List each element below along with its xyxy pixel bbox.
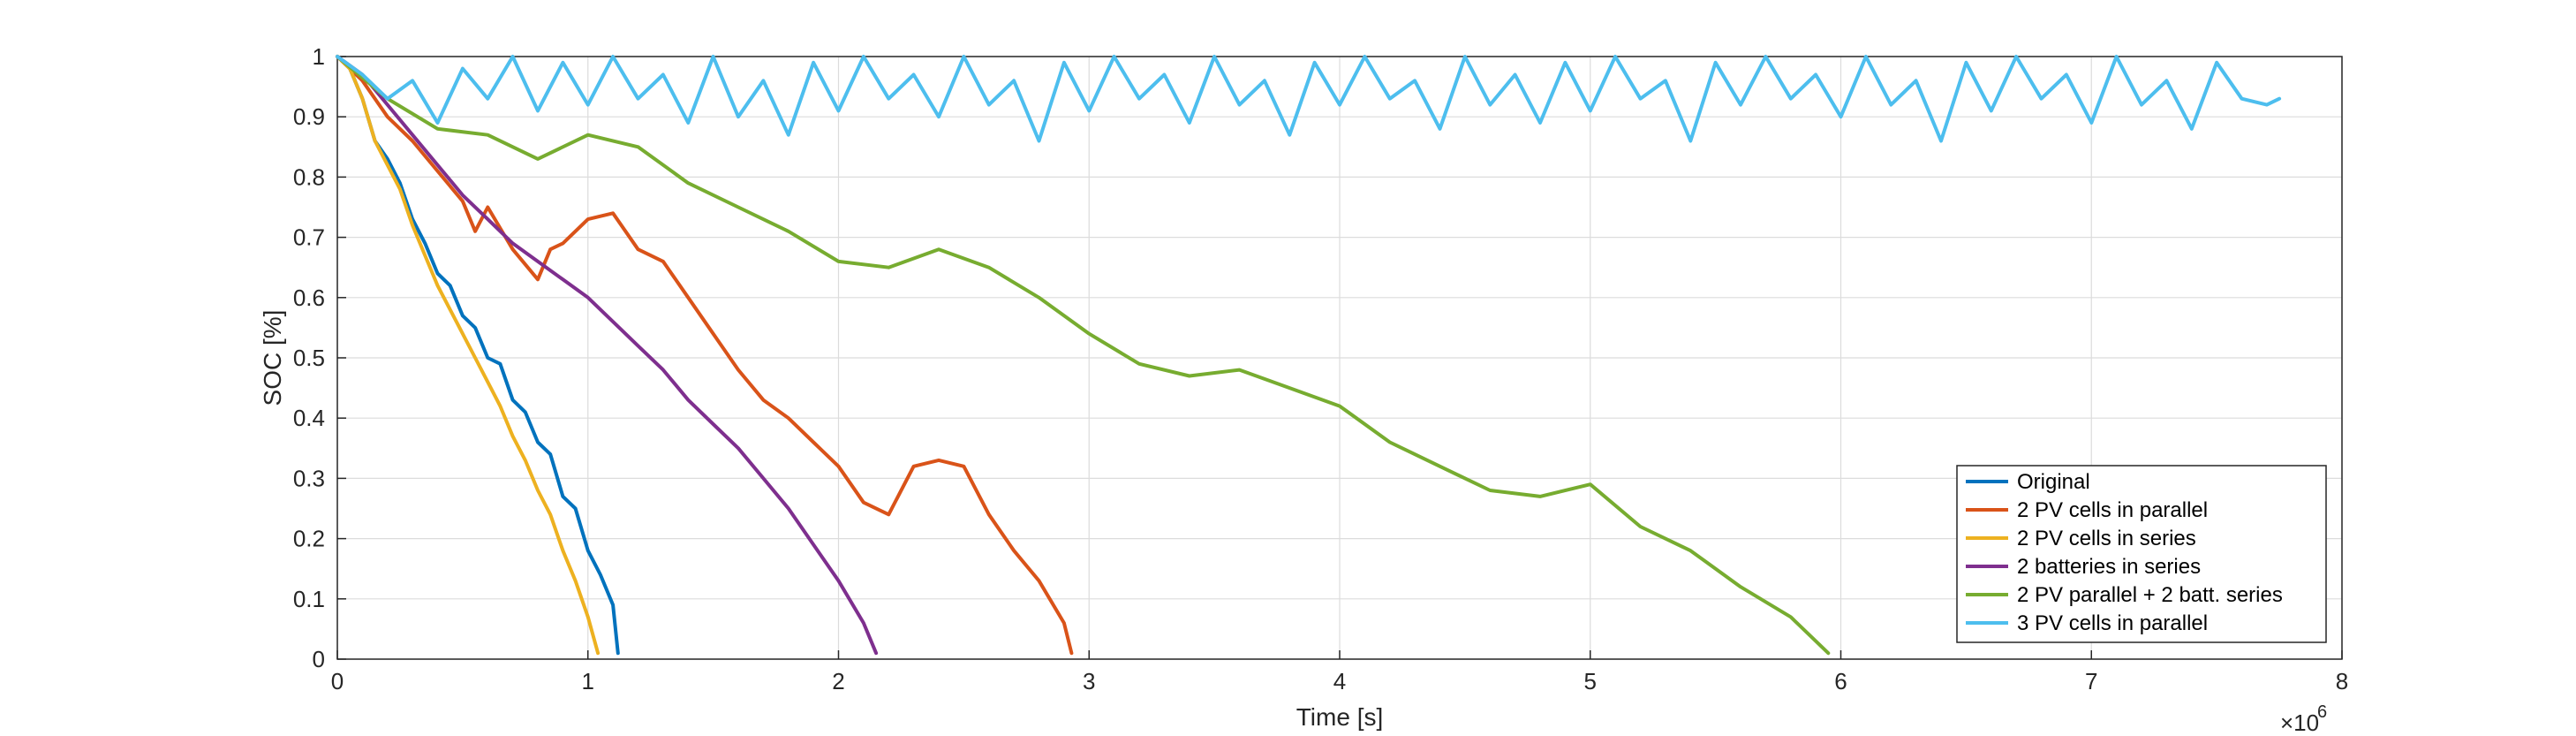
- y-axis-title: SOC [%]: [259, 310, 286, 406]
- x-tick-label: 0: [331, 668, 344, 694]
- x-tick-label: 4: [1333, 668, 1346, 694]
- legend: Original 2 PV cells in parallel 2 PV cells…: [1956, 465, 2327, 643]
- legend-label: 2 PV cells in parallel: [2017, 498, 2208, 522]
- y-tick-label: 0.5: [293, 345, 325, 371]
- series-line-2: [336, 55, 1074, 656]
- y-tick-label: 0: [313, 646, 325, 672]
- y-tick-label: 0.4: [293, 405, 325, 431]
- y-tick-label: 0.1: [293, 586, 325, 612]
- legend-label: 2 PV parallel + 2 batt. series: [2017, 583, 2283, 607]
- axis-ticks: 0 1 2 3 4 5 6 7 8 0 0.1 0.2 0.3 0.4 0.5 0.6 0.7 0.8 0.9 1: [293, 43, 2348, 694]
- legend-label: Original: [2017, 470, 2090, 494]
- y-tick-label: 0.6: [293, 285, 325, 311]
- x-tick-label: 1: [582, 668, 594, 694]
- y-tick-label: 0.7: [293, 224, 325, 251]
- y-tick-label: 0.3: [293, 465, 325, 491]
- x-exponent-base: ×10: [2280, 709, 2319, 736]
- x-tick-label: 6: [1834, 668, 1847, 694]
- x-tick-label: 5: [1584, 668, 1597, 694]
- y-tick-label: 0.9: [293, 103, 325, 130]
- legend-label: 3 PV cells in parallel: [2017, 611, 2208, 635]
- legend-label: 2 batteries in series: [2017, 555, 2201, 579]
- series-line-4: [336, 55, 879, 656]
- x-tick-label: 3: [1083, 668, 1095, 694]
- y-tick-label: 1: [313, 43, 325, 70]
- legend-box: [1956, 465, 2327, 643]
- series-line-3: [336, 55, 601, 656]
- legend-items: Original 2 PV cells in parallel 2 PV cells…: [1966, 470, 2283, 635]
- series-line-6: [336, 55, 2282, 143]
- x-axis-title: Time [s]: [1296, 703, 1384, 731]
- x-tick-label: 2: [832, 668, 844, 694]
- series-line-5: [336, 55, 1831, 656]
- x-exponent-power: 6: [2317, 702, 2327, 722]
- series-lines: [336, 55, 2282, 656]
- x-axis-exponent: ×10 6: [2280, 702, 2327, 736]
- x-tick-label: 7: [2085, 668, 2097, 694]
- y-tick-label: 0.8: [293, 163, 325, 190]
- legend-label: 2 PV cells in series: [2017, 527, 2196, 550]
- x-tick-label: 8: [2336, 668, 2348, 694]
- series-line-1: [336, 55, 620, 656]
- y-tick-label: 0.2: [293, 526, 325, 552]
